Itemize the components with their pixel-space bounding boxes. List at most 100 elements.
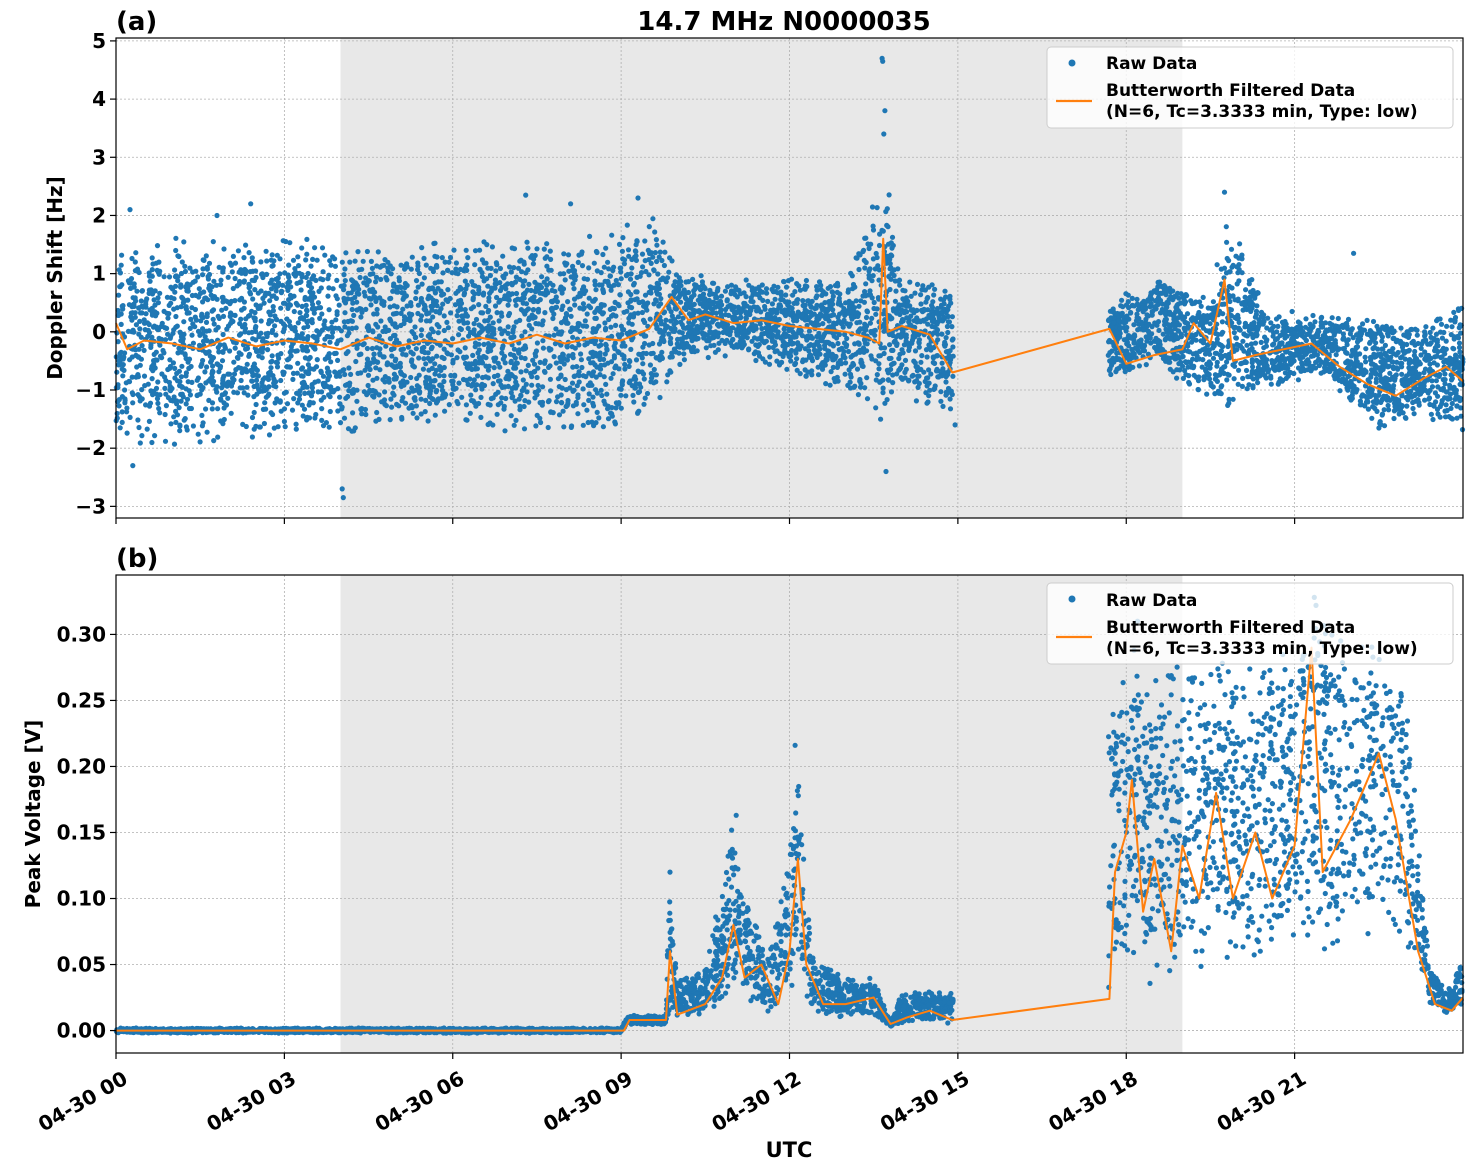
raw-data-point xyxy=(1200,294,1206,300)
raw-data-point xyxy=(199,423,205,429)
raw-data-point xyxy=(409,357,415,363)
raw-data-point xyxy=(173,313,179,320)
raw-data-point xyxy=(1370,318,1377,325)
raw-data-point xyxy=(1218,342,1224,348)
raw-data-point xyxy=(1289,360,1295,366)
raw-data-point xyxy=(753,357,759,364)
raw-data-point xyxy=(1436,373,1442,379)
raw-data-point xyxy=(524,239,530,245)
raw-data-point xyxy=(1219,319,1225,325)
raw-data-point xyxy=(118,262,124,268)
raw-data-point xyxy=(874,205,880,211)
raw-data-point xyxy=(759,331,766,337)
raw-data-point xyxy=(408,374,414,381)
raw-data-point xyxy=(1295,377,1301,383)
raw-data-point xyxy=(275,275,281,281)
raw-data-point xyxy=(629,256,635,263)
raw-data-point xyxy=(262,400,268,406)
raw-data-point xyxy=(632,385,638,391)
raw-data-point xyxy=(1244,386,1250,392)
raw-data-point xyxy=(411,331,417,337)
raw-data-point xyxy=(298,279,304,285)
raw-data-point xyxy=(485,421,491,428)
raw-data-point xyxy=(680,315,686,321)
raw-data-point xyxy=(141,373,148,379)
raw-data-point xyxy=(1443,402,1449,408)
raw-data-point xyxy=(432,412,438,418)
raw-data-point xyxy=(903,366,909,372)
raw-data-point xyxy=(1195,378,1202,384)
raw-data-point xyxy=(782,344,788,350)
raw-data-point xyxy=(429,395,435,402)
raw-data-point xyxy=(743,277,749,283)
raw-data-point xyxy=(319,417,325,423)
raw-data-point xyxy=(268,365,274,371)
raw-data-point xyxy=(436,373,443,379)
raw-data-point xyxy=(1273,316,1280,322)
raw-data-point xyxy=(231,359,237,365)
raw-data-point xyxy=(823,381,829,387)
raw-data-point xyxy=(511,422,517,428)
raw-data-point xyxy=(217,282,224,288)
raw-data-point xyxy=(343,250,349,256)
raw-data-point xyxy=(480,374,486,381)
raw-data-point xyxy=(548,409,554,415)
raw-data-point xyxy=(181,319,187,325)
raw-data-point xyxy=(902,288,908,294)
raw-data-point xyxy=(530,261,537,267)
raw-data-point xyxy=(945,385,952,392)
raw-data-point xyxy=(501,403,507,409)
raw-data-point xyxy=(874,372,880,378)
raw-data-point xyxy=(1243,367,1250,374)
raw-data-point xyxy=(445,287,451,293)
raw-data-point xyxy=(927,345,933,351)
raw-data-point xyxy=(244,384,250,390)
raw-data-point xyxy=(261,420,267,427)
raw-data-point xyxy=(129,390,135,396)
raw-data-point xyxy=(272,323,278,329)
raw-data-point xyxy=(942,288,948,294)
raw-data-point xyxy=(183,424,189,430)
raw-data-point xyxy=(603,381,609,387)
raw-data-point xyxy=(608,287,614,293)
raw-data-point xyxy=(302,355,308,361)
raw-data-point xyxy=(246,353,252,359)
raw-data-point xyxy=(507,264,513,270)
raw-data-point xyxy=(254,367,260,373)
raw-data-point xyxy=(354,345,360,351)
raw-data-point xyxy=(918,301,924,307)
raw-data-point xyxy=(777,351,783,357)
raw-data-point xyxy=(1238,361,1244,367)
raw-data-point xyxy=(863,259,869,266)
raw-data-point xyxy=(633,357,640,363)
raw-data-point xyxy=(627,276,634,282)
raw-data-point xyxy=(1305,367,1311,373)
raw-data-point xyxy=(334,311,340,318)
raw-data-point xyxy=(348,371,354,377)
raw-data-point xyxy=(541,279,547,285)
raw-data-point xyxy=(457,266,463,272)
raw-data-point xyxy=(250,259,256,265)
raw-data-point xyxy=(853,255,859,261)
raw-data-point xyxy=(1163,326,1169,332)
raw-data-point xyxy=(848,270,854,276)
raw-data-point xyxy=(866,268,872,274)
raw-data-point xyxy=(263,394,269,400)
raw-data-point xyxy=(940,403,946,409)
raw-data-point xyxy=(114,369,120,375)
raw-data-point xyxy=(523,270,529,276)
raw-data-point xyxy=(564,402,570,408)
raw-data-point xyxy=(1416,402,1422,408)
raw-data-point xyxy=(486,295,492,301)
raw-data-point xyxy=(663,317,669,323)
raw-data-point xyxy=(168,421,174,427)
raw-data-point xyxy=(579,364,585,371)
raw-data-point xyxy=(943,379,949,385)
raw-data-point xyxy=(1205,371,1211,377)
raw-data-point xyxy=(441,373,447,379)
raw-data-point xyxy=(1224,255,1230,262)
raw-data-point xyxy=(491,355,497,361)
raw-data-point xyxy=(1119,297,1125,303)
raw-data-point xyxy=(508,413,514,419)
